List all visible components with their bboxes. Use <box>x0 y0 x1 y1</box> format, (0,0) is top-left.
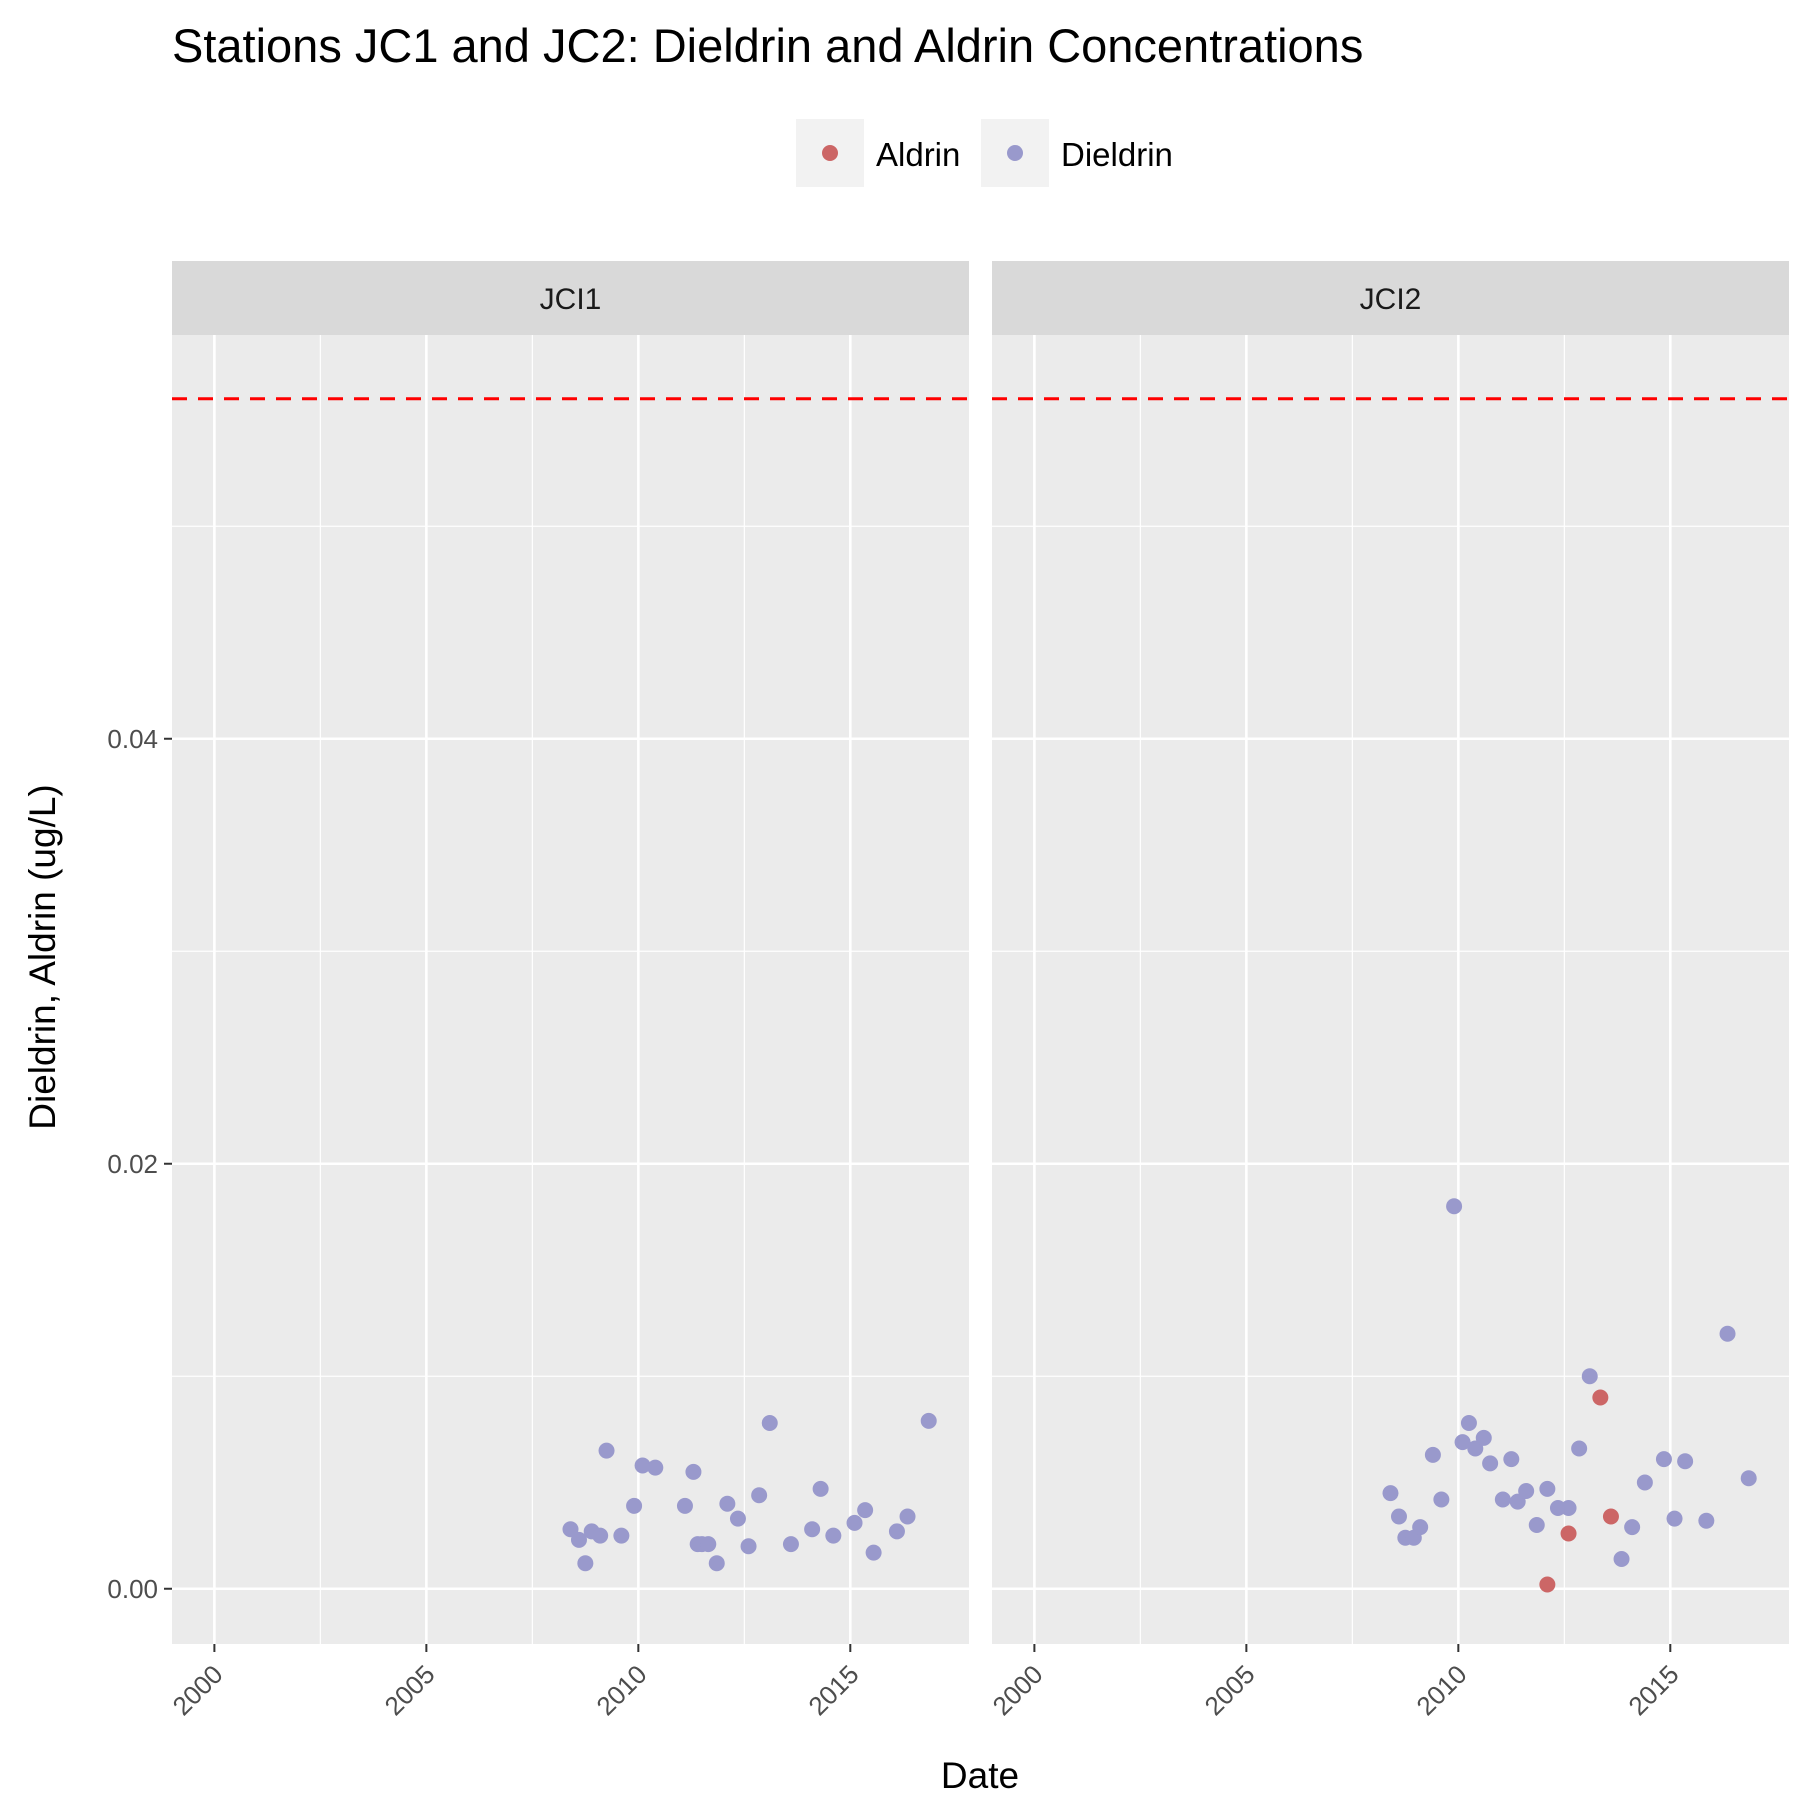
data-point-dieldrin-jci1 <box>598 1442 615 1459</box>
strip-jci2 <box>992 261 1789 335</box>
data-point-dieldrin-jci1 <box>812 1480 829 1497</box>
data-point-dieldrin-jci1 <box>899 1508 916 1525</box>
data-point-dieldrin-jci1 <box>804 1521 821 1538</box>
data-point-dieldrin-jci1 <box>920 1412 937 1429</box>
legend-marker-dieldrin <box>1007 145 1023 161</box>
data-point-dieldrin-jci1 <box>708 1555 725 1572</box>
y-axis: 0.00 0.02 0.04 <box>107 724 172 1604</box>
data-point-dieldrin-jci2 <box>1454 1434 1471 1451</box>
grid-jci2 <box>992 335 1789 1644</box>
data-point-dieldrin-jci1 <box>626 1497 643 1514</box>
plot-area-jci1 <box>172 335 969 1644</box>
legend: Aldrin Dieldrin <box>796 119 1173 187</box>
data-point-dieldrin-jci2 <box>1518 1483 1535 1499</box>
data-point-dieldrin-jci1 <box>647 1459 664 1476</box>
data-point-dieldrin-jci2 <box>1382 1485 1399 1502</box>
data-point-dieldrin-jci1 <box>676 1497 693 1514</box>
data-point-aldrin-jci2 <box>1560 1525 1577 1542</box>
data-point-dieldrin-jci1 <box>857 1502 874 1519</box>
data-point-aldrin-jci2 <box>1539 1576 1556 1593</box>
plot-area-jci2 <box>992 335 1789 1644</box>
data-point-dieldrin-jci2 <box>1677 1453 1694 1470</box>
grid-jci1 <box>172 335 969 1644</box>
data-point-dieldrin-jci1 <box>729 1510 746 1527</box>
y-tick-label: 0.02 <box>107 1149 158 1179</box>
data-point-dieldrin-jci2 <box>1482 1455 1499 1472</box>
y-tick-label: 0.04 <box>107 724 158 754</box>
data-point-dieldrin-jci2 <box>1740 1470 1757 1487</box>
data-point-dieldrin-jci1 <box>846 1514 863 1531</box>
data-point-dieldrin-jci2 <box>1719 1325 1736 1342</box>
strip-label-jci2: JCI2 <box>1360 283 1422 316</box>
data-point-dieldrin-jci2 <box>1581 1368 1598 1385</box>
data-point-dieldrin-jci1 <box>685 1463 702 1480</box>
data-point-dieldrin-jci1 <box>719 1495 736 1512</box>
legend-label-aldrin: Aldrin <box>876 136 960 173</box>
data-point-dieldrin-jci2 <box>1494 1491 1511 1508</box>
data-point-dieldrin-jci1 <box>700 1536 717 1553</box>
data-point-dieldrin-jci2 <box>1666 1510 1683 1527</box>
data-point-dieldrin-jci1 <box>570 1531 587 1548</box>
data-point-dieldrin-jci1 <box>888 1523 905 1540</box>
points-jci1 <box>562 1412 937 1572</box>
x-tick-label: 2005 <box>1198 1659 1260 1721</box>
x-tick-label: 2015 <box>1622 1659 1684 1721</box>
legend-marker-aldrin <box>822 145 838 161</box>
y-axis-title: Dieldrin, Aldrin (ug/L) <box>22 784 63 1129</box>
panel-jci1: JCI1 <box>172 261 969 1644</box>
data-point-dieldrin-jci2 <box>1433 1491 1450 1508</box>
data-point-dieldrin-jci2 <box>1390 1508 1407 1525</box>
x-axis-title: Date <box>941 1755 1019 1796</box>
strip-jci1 <box>172 261 969 335</box>
x-tick-label: 2005 <box>378 1659 440 1721</box>
data-point-dieldrin-jci2 <box>1560 1500 1577 1516</box>
data-point-dieldrin-jci2 <box>1446 1198 1463 1215</box>
x-tick-label: 2010 <box>1410 1659 1472 1721</box>
data-point-dieldrin-jci2 <box>1636 1474 1653 1491</box>
x-tick-label: 2015 <box>802 1659 864 1721</box>
x-axis-jci2: 2000 2005 2010 2015 <box>987 1644 1685 1721</box>
data-point-dieldrin-jci1 <box>740 1538 757 1555</box>
data-point-dieldrin-jci2 <box>1613 1551 1630 1567</box>
x-tick-label: 2000 <box>167 1659 229 1721</box>
y-tick-label: 0.00 <box>107 1574 158 1604</box>
data-point-dieldrin-jci2 <box>1424 1446 1441 1463</box>
x-axis-jci1: 2000 2005 2010 2015 <box>167 1644 865 1721</box>
data-point-aldrin-jci2 <box>1592 1389 1609 1406</box>
panel-jci2: JCI2 <box>992 261 1789 1644</box>
data-point-dieldrin-jci2 <box>1475 1429 1492 1446</box>
data-point-dieldrin-jci2 <box>1571 1440 1588 1457</box>
data-point-dieldrin-jci1 <box>761 1415 778 1431</box>
data-point-dieldrin-jci2 <box>1503 1451 1520 1468</box>
data-point-dieldrin-jci1 <box>825 1527 842 1544</box>
data-point-dieldrin-jci1 <box>592 1527 609 1544</box>
strip-label-jci1: JCI1 <box>540 283 602 316</box>
data-point-dieldrin-jci1 <box>751 1487 768 1504</box>
data-point-dieldrin-jci1 <box>782 1536 799 1553</box>
data-point-aldrin-jci2 <box>1602 1508 1619 1525</box>
legend-label-dieldrin: Dieldrin <box>1061 136 1173 173</box>
data-point-dieldrin-jci2 <box>1539 1480 1556 1497</box>
data-point-dieldrin-jci2 <box>1624 1519 1641 1536</box>
data-point-dieldrin-jci2 <box>1460 1415 1477 1431</box>
data-point-dieldrin-jci1 <box>865 1544 882 1561</box>
points-jci2 <box>1382 1198 1757 1593</box>
data-point-dieldrin-jci2 <box>1528 1517 1545 1533</box>
data-point-dieldrin-jci2 <box>1655 1451 1672 1468</box>
data-point-dieldrin-jci1 <box>613 1527 630 1544</box>
data-point-dieldrin-jci1 <box>634 1457 651 1474</box>
chart-title: Stations JC1 and JC2: Dieldrin and Aldri… <box>172 19 1363 72</box>
data-point-dieldrin-jci2 <box>1698 1512 1715 1529</box>
data-point-dieldrin-jci2 <box>1412 1519 1429 1536</box>
x-tick-label: 2010 <box>590 1659 652 1721</box>
data-point-dieldrin-jci1 <box>577 1555 594 1572</box>
x-tick-label: 2000 <box>987 1659 1049 1721</box>
